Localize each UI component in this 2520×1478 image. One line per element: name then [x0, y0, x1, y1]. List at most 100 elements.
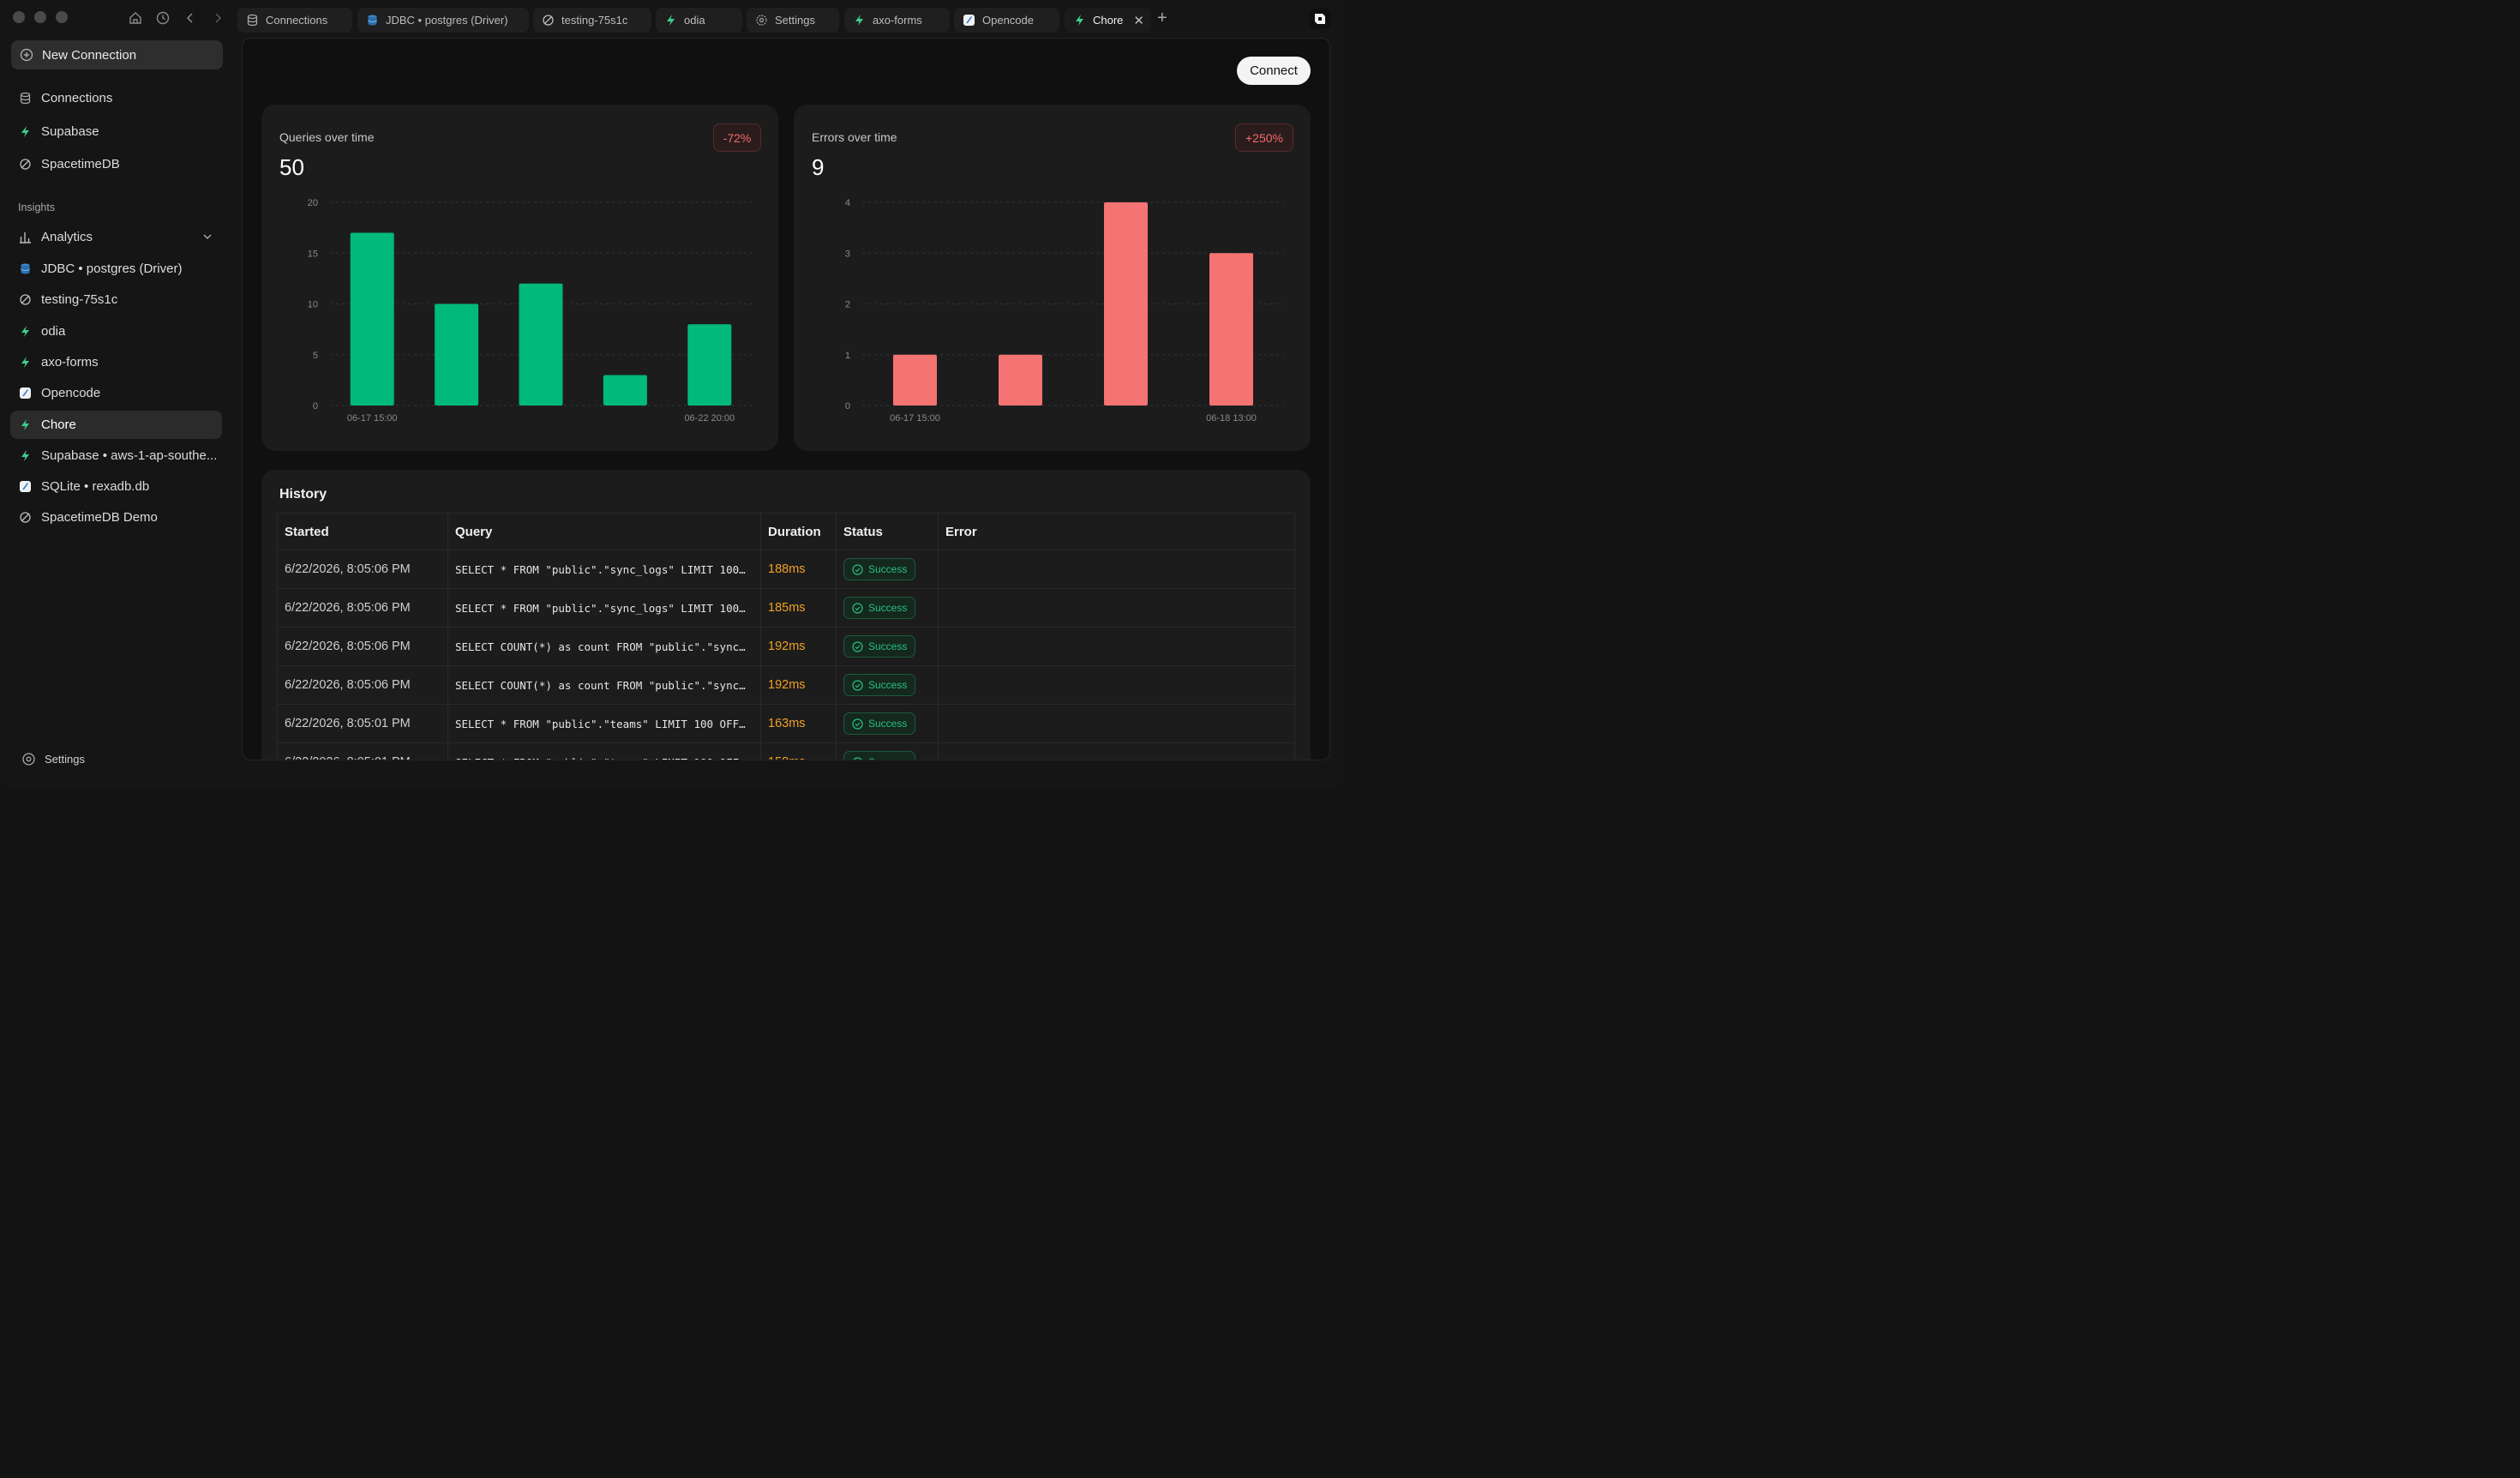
- history-icon[interactable]: [155, 10, 171, 26]
- tab-axo-forms[interactable]: axo-forms: [844, 8, 950, 33]
- status-cell: Success: [836, 665, 939, 705]
- duration-cell: 188ms: [760, 550, 837, 589]
- tab-testing-75s1c[interactable]: testing-75s1c: [533, 8, 651, 33]
- home-icon[interactable]: [128, 10, 143, 26]
- check-circle-icon: [852, 718, 863, 730]
- sidebar-item-label: SQLite • rexadb.db: [41, 479, 150, 495]
- error-cell: [938, 742, 1295, 760]
- insights-section-label: Insights: [18, 201, 56, 213]
- x-tick-label: 06-22 20:00: [684, 413, 735, 424]
- status-badge: Success: [843, 635, 916, 658]
- sidebar-item-spacetimedb-demo[interactable]: SpacetimeDB Demo: [10, 503, 222, 532]
- settings-link[interactable]: Settings: [21, 752, 85, 766]
- bar[interactable]: [519, 283, 563, 406]
- back-icon[interactable]: [183, 10, 198, 26]
- new-tab-button[interactable]: +: [1157, 9, 1167, 27]
- sidebar-item-opencode[interactable]: Opencode: [10, 379, 222, 407]
- tab-opencode[interactable]: Opencode: [954, 8, 1059, 33]
- close-tab-icon[interactable]: ✕: [1133, 14, 1144, 28]
- started-cell: 6/22/2026, 8:05:06 PM: [277, 665, 448, 705]
- check-circle-icon: [852, 602, 863, 614]
- query-cell: SELECT * FROM "public"."teams" LIMIT 100…: [447, 704, 761, 743]
- tab-connections[interactable]: Connections: [237, 8, 352, 33]
- sidebar-item-label: Chore: [41, 417, 76, 432]
- sidebar-item-spacetimedb[interactable]: SpacetimeDB: [10, 150, 222, 178]
- tab-odia[interactable]: odia: [656, 8, 742, 33]
- tab-label: Chore: [1093, 14, 1124, 27]
- spacetime-icon: [18, 510, 33, 525]
- sidebar-item-axo-forms[interactable]: axo-forms: [10, 348, 222, 376]
- column-header[interactable]: Started: [277, 513, 448, 550]
- sidebar-item-jdbc-postgres-driver[interactable]: JDBC • postgres (Driver): [10, 255, 222, 283]
- tab-label: axo-forms: [873, 14, 922, 27]
- bar[interactable]: [1209, 253, 1253, 406]
- minimize-window-button[interactable]: [34, 11, 46, 23]
- forward-icon[interactable]: [210, 10, 225, 26]
- sidebar-item-supabase-aws-1-ap-southe[interactable]: Supabase • aws-1-ap-southe...: [10, 442, 222, 470]
- y-tick-label: 0: [845, 401, 850, 412]
- chart-title: Queries over time: [279, 130, 375, 144]
- table-row[interactable]: 6/22/2026, 8:05:06 PM SELECT * FROM "publ…: [277, 588, 1295, 628]
- table-row[interactable]: 6/22/2026, 8:05:06 PM SELECT COUNT(*) as …: [277, 627, 1295, 666]
- sidebar-item-label: testing-75s1c: [41, 292, 118, 308]
- bar[interactable]: [893, 354, 937, 406]
- check-circle-icon: [852, 679, 863, 691]
- bar[interactable]: [687, 324, 732, 406]
- status-label: Success: [868, 718, 908, 730]
- bar[interactable]: [999, 354, 1042, 406]
- column-header[interactable]: Query: [447, 513, 761, 550]
- table-row[interactable]: 6/22/2026, 8:05:06 PM SELECT COUNT(*) as …: [277, 665, 1295, 705]
- sidebar-item-label: JDBC • postgres (Driver): [41, 261, 183, 276]
- bar[interactable]: [603, 375, 647, 406]
- sidebar-item-label: odia: [41, 323, 66, 339]
- sidebar-item-sqlite-rexadb-db[interactable]: SQLite • rexadb.db: [10, 472, 222, 501]
- status-label: Success: [868, 563, 908, 575]
- column-header[interactable]: Status: [836, 513, 939, 550]
- y-tick-label: 4: [845, 198, 850, 208]
- sqlite-icon: [18, 479, 33, 494]
- tab-chore[interactable]: Chore ✕: [1065, 8, 1151, 33]
- table-row[interactable]: 6/22/2026, 8:05:06 PM SELECT * FROM "publ…: [277, 550, 1295, 589]
- errors-chart-card: Errors over time 9 +250% 0 1 2 3 4 06-17 15:0…: [794, 105, 1311, 451]
- app-window: Connections JDBC • postgres (Driver) testi…: [0, 0, 1344, 788]
- bar[interactable]: [1104, 202, 1148, 406]
- spacetime-icon: [542, 14, 555, 27]
- status-badge: Success: [843, 558, 916, 580]
- analytics-item[interactable]: Analytics: [10, 223, 222, 251]
- sidebar-item-testing-75s1c[interactable]: testing-75s1c: [10, 285, 222, 314]
- new-connection-button[interactable]: New Connection: [11, 40, 223, 69]
- bar-chart-icon: [18, 230, 33, 244]
- query-cell: SELECT * FROM "public"."teams" LIMIT 100…: [447, 742, 761, 760]
- close-window-button[interactable]: [13, 11, 25, 23]
- history-table: Started Query Duration Status Error 6/22…: [277, 513, 1295, 760]
- bar[interactable]: [350, 232, 394, 406]
- column-header[interactable]: Error: [938, 513, 1295, 550]
- sidebar-item-odia[interactable]: odia: [10, 317, 222, 345]
- sidebar-item-label: axo-forms: [41, 354, 99, 370]
- zoom-window-button[interactable]: [56, 11, 68, 23]
- tab-settings[interactable]: Settings: [747, 8, 839, 33]
- tab-jdbc-postgres-driver-[interactable]: JDBC • postgres (Driver): [357, 8, 529, 33]
- chevron-down-icon[interactable]: [201, 231, 213, 243]
- tab-label: odia: [684, 14, 705, 27]
- chart-title: Errors over time: [812, 130, 897, 144]
- sidebar-item-connections[interactable]: Connections: [10, 84, 222, 112]
- y-tick-label: 5: [313, 351, 318, 361]
- error-cell: [938, 550, 1295, 589]
- status-badge: Success: [843, 712, 916, 735]
- y-tick-label: 1: [845, 351, 850, 361]
- sqlite-icon: [963, 14, 975, 27]
- x-tick-label: 06-17 15:00: [347, 413, 398, 424]
- column-header[interactable]: Duration: [760, 513, 837, 550]
- chart-total: 50: [279, 154, 304, 180]
- bar[interactable]: [435, 303, 479, 406]
- change-badge: +250%: [1235, 123, 1293, 152]
- chart-total: 9: [812, 154, 825, 180]
- y-tick-label: 15: [308, 249, 318, 259]
- sidebar-item-chore[interactable]: Chore: [10, 410, 222, 439]
- sidebar-item-supabase[interactable]: Supabase: [10, 117, 222, 146]
- x-tick-label: 06-18 13:00: [1206, 413, 1257, 424]
- connect-button[interactable]: Connect: [1237, 57, 1311, 85]
